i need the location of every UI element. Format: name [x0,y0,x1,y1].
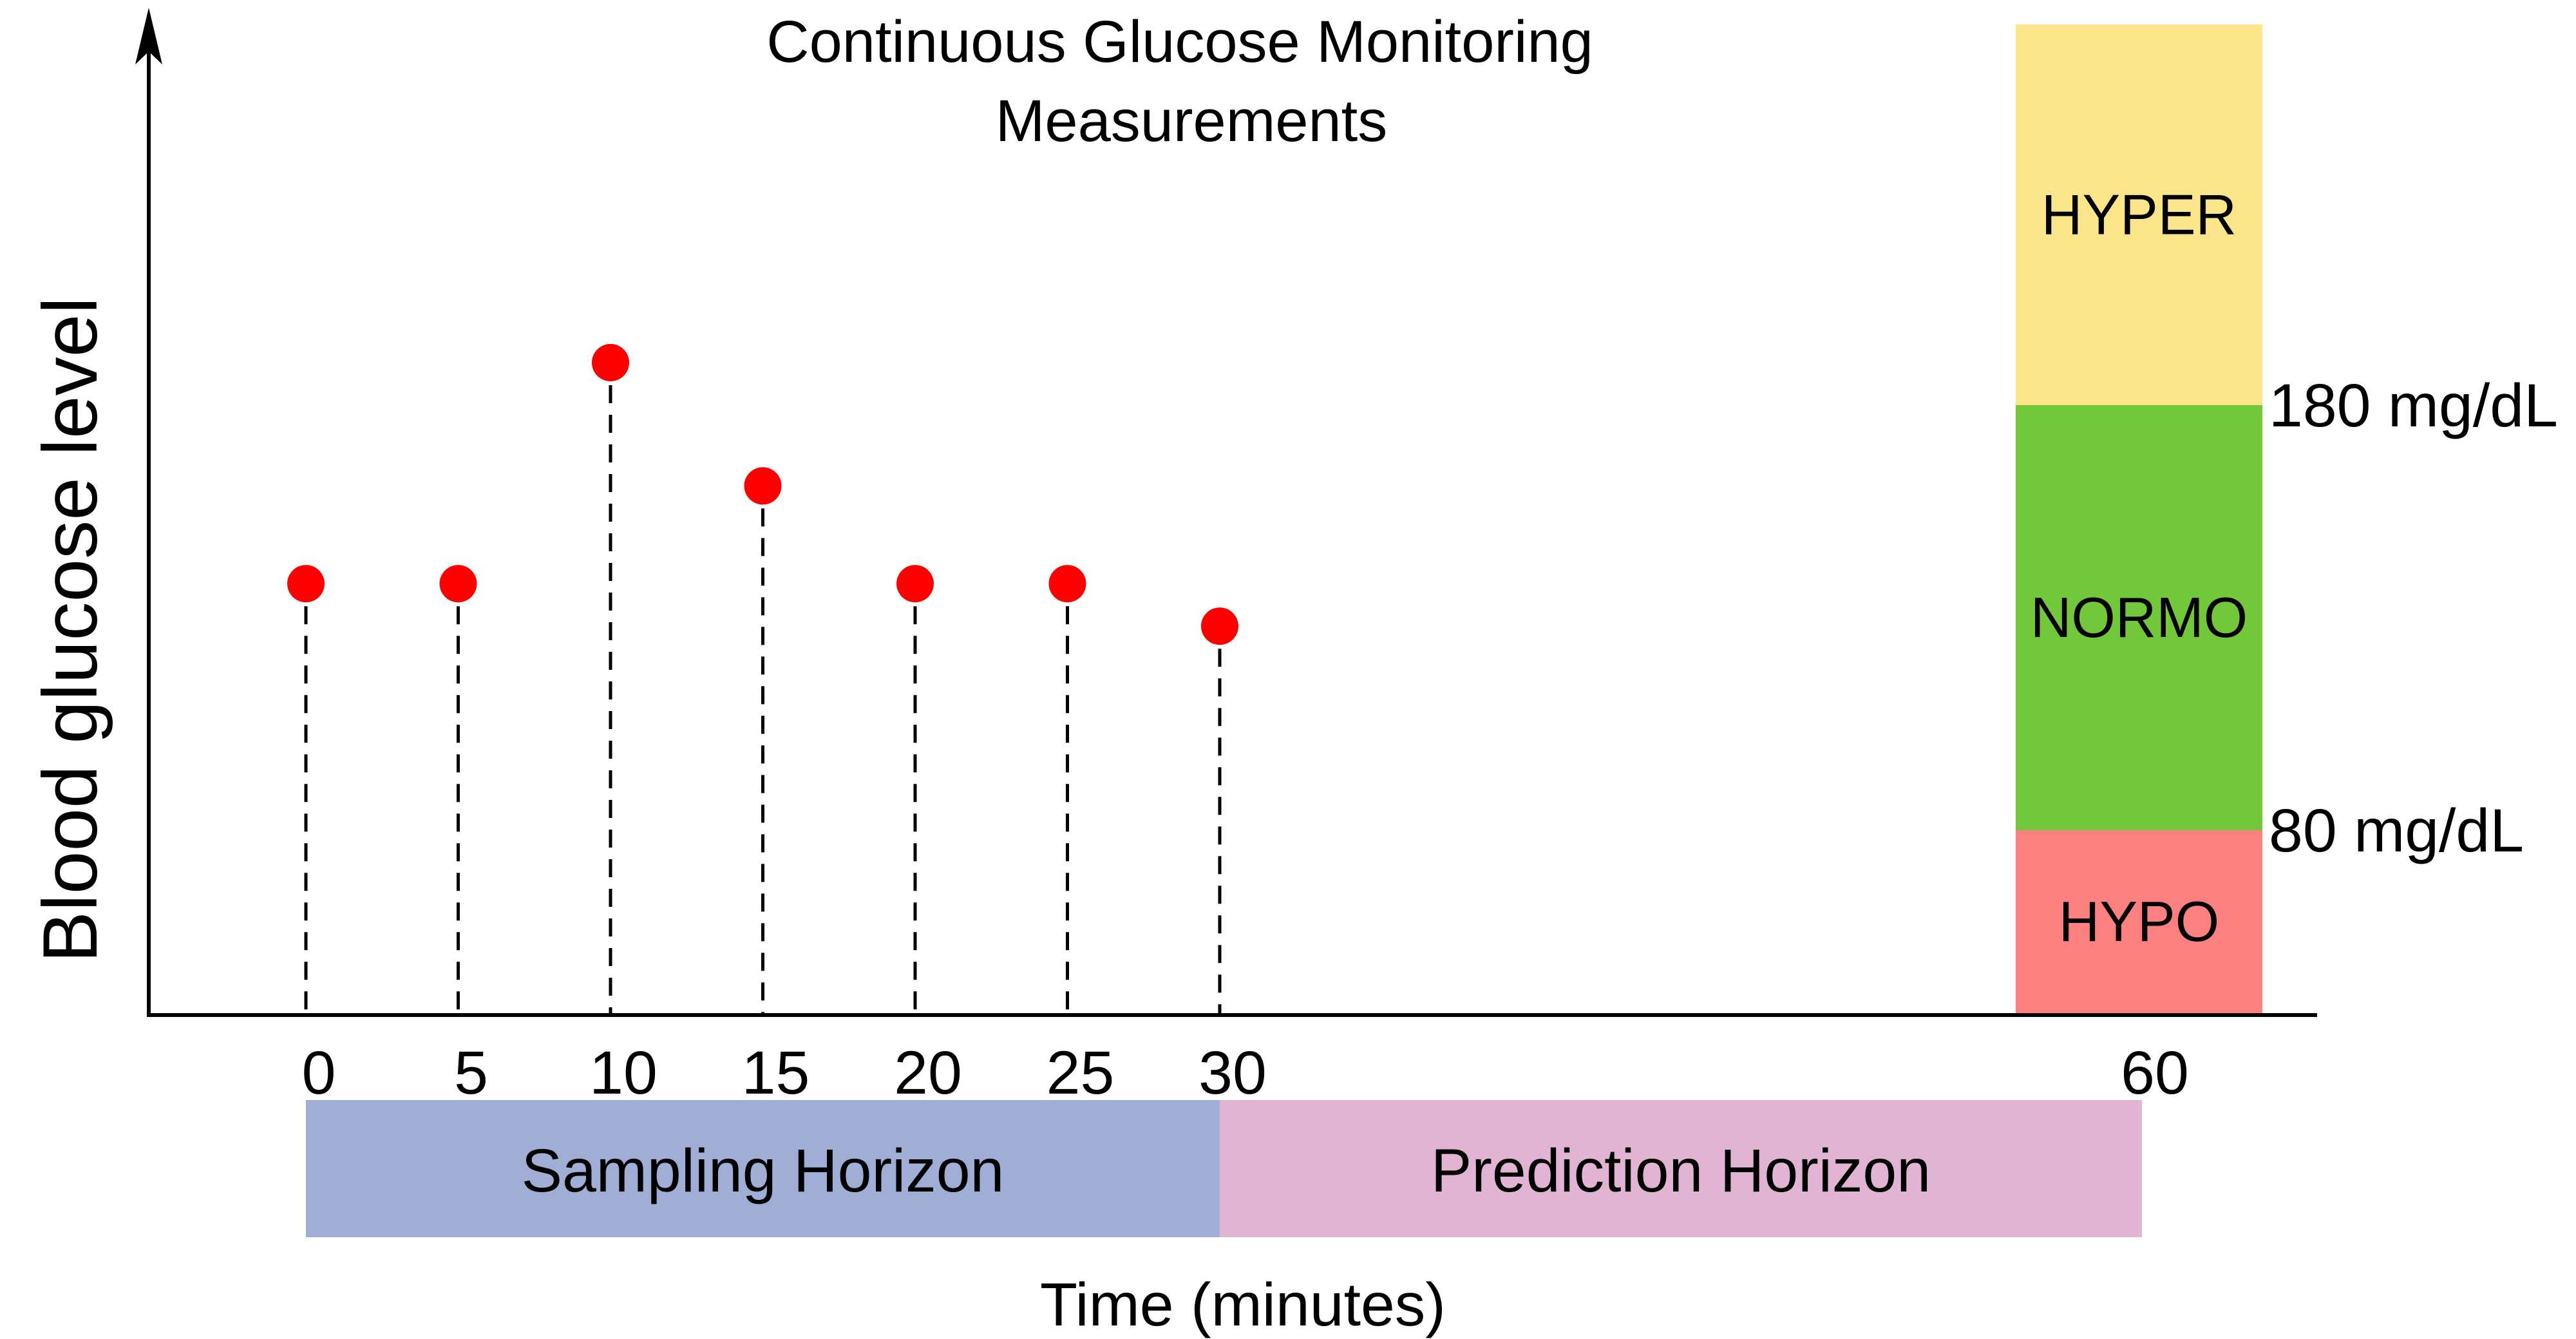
prediction-horizon-band [1220,1100,2142,1237]
x-tick-label: 0 [302,1039,336,1107]
glycemic-zone-bar: HYPER NORMO HYPO 180 mg/dL 80 mg/dL [2016,24,2558,1013]
y-axis-arrowhead [135,8,162,64]
y-axis-label: Blood glucose level [27,297,113,963]
measurement-point [439,565,477,603]
x-axis-label: Time (minutes) [1040,1271,1446,1339]
measurement-point [896,565,934,603]
x-tick-label: 20 [894,1039,962,1107]
zone-hyper [2016,24,2262,405]
prediction-horizon-label: Prediction Horizon [1431,1137,1931,1205]
horizon-bands: Sampling Horizon Prediction Horizon [306,1100,2142,1237]
x-tick-label: 25 [1046,1039,1115,1107]
zone-hypo [2016,830,2262,1013]
measurement-point [287,565,325,603]
measurement-point [744,467,782,505]
chart-title-line-1: Continuous Glucose Monitoring [766,9,1593,75]
zone-hypo-label: HYPO [2059,889,2219,953]
sampling-horizon-band [306,1100,1220,1237]
measurement-point [1201,607,1238,645]
zone-normo [2016,405,2262,830]
chart-title-line-2: Measurements [996,88,1387,154]
measurement-points [287,344,1238,645]
axes [135,8,2317,1017]
zone-hyper-label: HYPER [2041,183,2237,247]
x-tick-label: 30 [1198,1039,1267,1107]
x-tick-label: 5 [454,1039,488,1107]
sampling-horizon-label: Sampling Horizon [522,1137,1005,1205]
measurement-point [1048,565,1086,603]
measurement-stems [304,385,1222,1015]
x-tick-label: 60 [2121,1039,2189,1107]
zone-normo-label: NORMO [2031,585,2248,649]
x-tick-label: 10 [589,1039,658,1107]
threshold-label: 80 mg/dL [2269,797,2524,865]
measurement-point [592,344,629,381]
x-tick-label: 15 [742,1039,810,1107]
threshold-label: 180 mg/dL [2269,372,2558,440]
x-tick-labels: 0 5 10 15 20 25 30 60 [302,1039,2189,1107]
